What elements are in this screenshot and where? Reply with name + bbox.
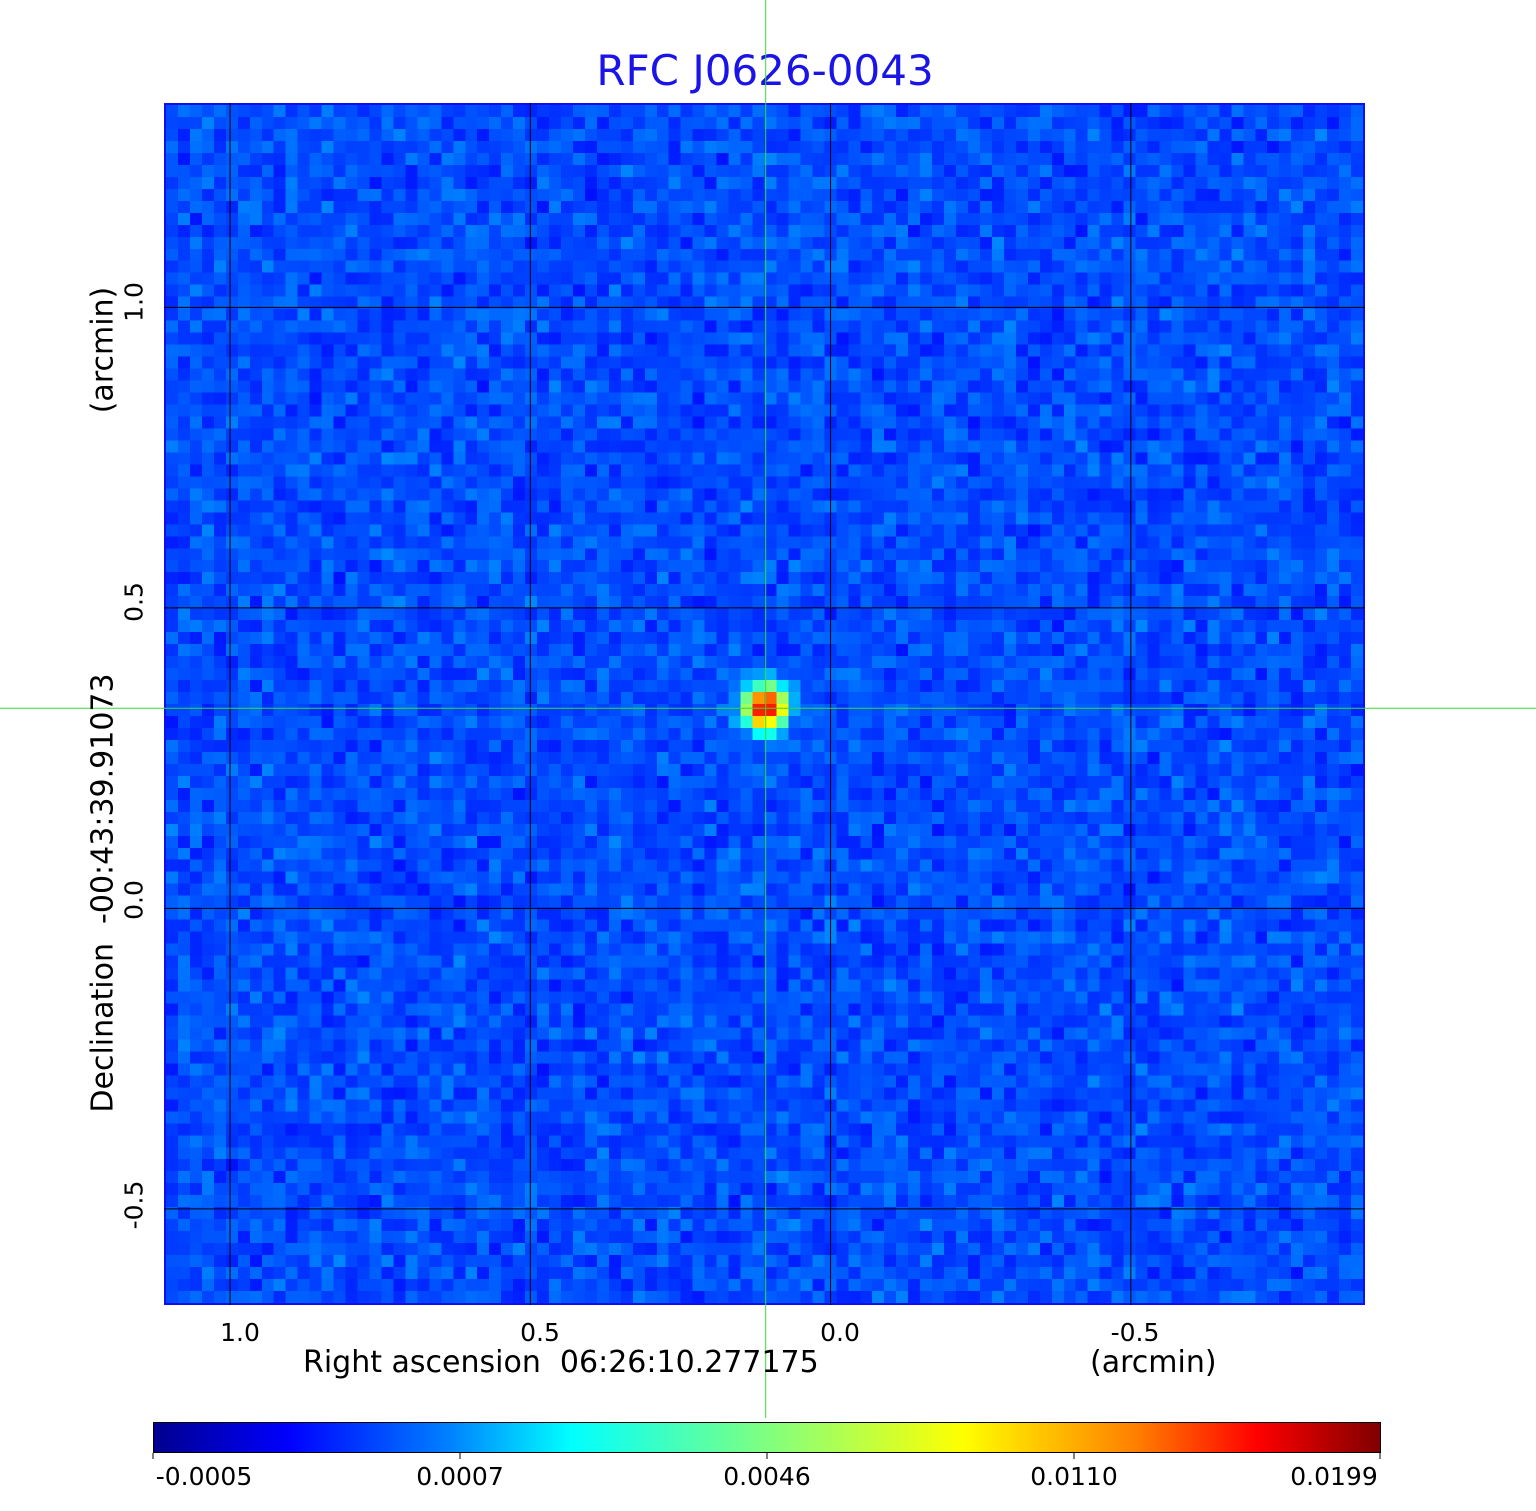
y-tick-label: 0.0: [119, 880, 149, 920]
x-tick-label: 0.5: [520, 1318, 560, 1347]
colorbar-tick-label: 0.0007: [416, 1462, 504, 1491]
y-tick-label: 1.0: [119, 282, 149, 322]
x-tick-label: -0.5: [1110, 1318, 1160, 1347]
x-tick-label: 0.0: [820, 1318, 860, 1347]
x-axis-label: Right ascension 06:26:10.277175: [303, 1345, 819, 1380]
colorbar-tick-label: 0.0110: [1030, 1462, 1118, 1491]
colorbar-tick-label: 0.0199: [1290, 1462, 1378, 1491]
y-tick-label: -0.5: [119, 1180, 149, 1230]
x-tick-label: 1.0: [220, 1318, 260, 1347]
chart-title: RFC J0626-0043: [596, 46, 934, 95]
y-tick-label: 0.5: [119, 582, 149, 622]
y-axis-unit: (arcmin): [85, 286, 121, 414]
y-axis-label: Declination -00:43:39.91073: [85, 673, 121, 1113]
sky-image-heatmap[interactable]: [164, 103, 1365, 1305]
colorbar-tick-label: -0.0005: [155, 1462, 253, 1491]
colorbar-tick-label: 0.0046: [723, 1462, 811, 1491]
colorbar: [153, 1422, 1381, 1453]
x-axis-unit: (arcmin): [1090, 1345, 1217, 1380]
